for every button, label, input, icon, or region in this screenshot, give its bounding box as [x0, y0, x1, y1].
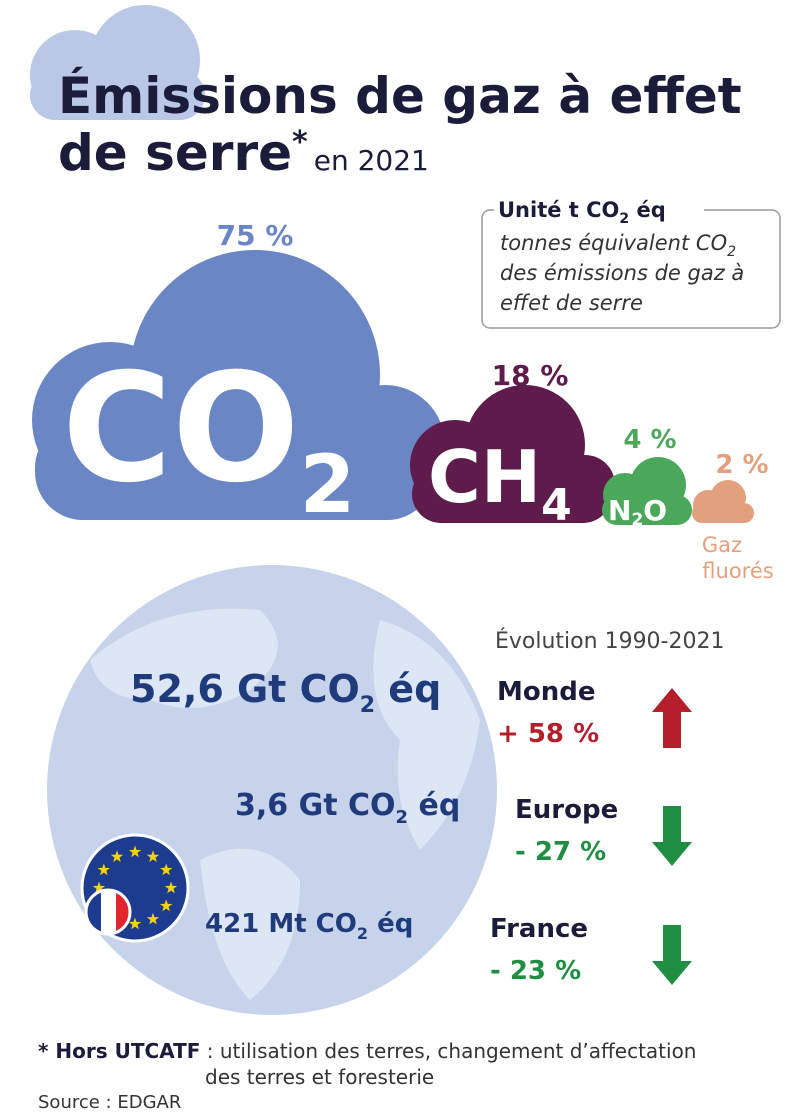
gas-share: 75 % — [217, 219, 294, 252]
footnote-text: : utilisation des terres, changement d’a… — [200, 1039, 696, 1063]
continents — [90, 608, 480, 1000]
unit-text: effet de serre — [500, 291, 643, 315]
unit-text: tonnes équivalent CO2 des émissions de g… — [500, 231, 744, 315]
title: de serre — [58, 124, 292, 182]
unit-text: des émissions de gaz à — [500, 261, 744, 285]
trend-arrow — [652, 925, 692, 985]
gas-label: fluorés — [702, 559, 773, 583]
gas-formula: CO2 — [62, 342, 355, 531]
region: Europe — [515, 795, 618, 825]
footnote: * Hors UTCATF : utilisation des terres, … — [38, 1039, 697, 1063]
unit-heading: éq — [629, 198, 666, 222]
emission-value: éq — [408, 788, 460, 823]
gas-formula-sub: 2 — [631, 510, 643, 530]
gas-formula: CH — [428, 435, 541, 519]
eu-star — [110, 850, 124, 863]
eu-star — [160, 863, 173, 876]
emission-value: 3,6 Gt CO — [235, 788, 396, 823]
emission-value: 421 Mt CO — [205, 909, 357, 939]
emission-value: éq — [375, 667, 441, 711]
change: - 23 % — [490, 956, 581, 986]
emission-sub: 2 — [396, 807, 409, 828]
trend-arrow — [652, 688, 692, 748]
gas-formula: CO — [62, 342, 300, 516]
eu-star — [164, 881, 178, 894]
title-cloud — [30, 5, 205, 120]
title-star: * — [292, 125, 308, 160]
eu-star — [146, 850, 160, 863]
co2-cloud — [32, 250, 445, 520]
gas-formula: O — [643, 494, 667, 527]
change: - 27 % — [515, 837, 606, 867]
change: + 58 % — [497, 719, 599, 749]
trend-arrow — [652, 806, 692, 866]
emission-sub: 2 — [357, 924, 368, 943]
unit-text: tonnes équivalent CO — [500, 231, 727, 255]
gas-share: 2 % — [715, 450, 768, 480]
gas-label: Gaz — [702, 533, 742, 557]
emission-value: éq — [368, 909, 413, 939]
footnote-term: * Hors UTCATF — [38, 1039, 200, 1063]
emission-value: 421 Mt CO2 éq — [205, 909, 413, 943]
gas-formula-sub: 2 — [300, 438, 356, 531]
gas-share: 4 % — [623, 425, 676, 455]
footnote-text: des terres et foresterie — [205, 1065, 434, 1089]
region: Monde — [497, 677, 596, 707]
unit-heading: Unité t CO — [498, 198, 619, 222]
unit-box-gap — [494, 196, 704, 222]
eu-star — [92, 881, 106, 894]
emission-value: 52,6 Gt CO2 éq — [130, 667, 441, 718]
gas-share: 18 % — [492, 359, 569, 392]
evolution: Monde + 58 % Europe - 27 % France - 23 % — [490, 677, 692, 986]
eu-star — [160, 899, 173, 912]
emission-value: 52,6 Gt CO — [130, 667, 360, 711]
gas-formula: N — [608, 494, 631, 527]
france-flag — [84, 888, 132, 936]
gas-formula: N2O — [608, 494, 667, 530]
title-year: en 2021 — [314, 144, 429, 177]
eu-star — [128, 845, 142, 858]
gas-formula-sub: 4 — [541, 480, 572, 531]
unit-heading-sub: 2 — [619, 211, 629, 227]
source: Source : EDGAR — [38, 1092, 181, 1113]
emission-value: 3,6 Gt CO2 éq — [235, 788, 460, 828]
title: de serre*en 2021 — [58, 124, 429, 182]
eu-star — [97, 863, 110, 876]
ch4-cloud — [410, 385, 615, 523]
emission-values: 52,6 Gt CO2 éq 3,6 Gt CO2 éq 421 Mt CO2 … — [130, 667, 460, 943]
eu-star — [128, 917, 142, 930]
title: Émissions de gaz à effet — [58, 66, 742, 125]
region: France — [490, 914, 588, 944]
unit-heading: Unité t CO2 éq — [498, 198, 666, 227]
eu-star — [146, 912, 160, 925]
evolution-title: Évolution 1990-2021 — [495, 628, 725, 654]
n2o-cloud — [602, 457, 692, 525]
gas-formula: CH4 — [428, 435, 572, 531]
fluor-cloud — [692, 480, 754, 523]
unit-text: tonnes équivalent CO2 — [500, 231, 736, 260]
unit-text-sub: 2 — [727, 244, 736, 260]
emission-sub: 2 — [360, 693, 375, 718]
